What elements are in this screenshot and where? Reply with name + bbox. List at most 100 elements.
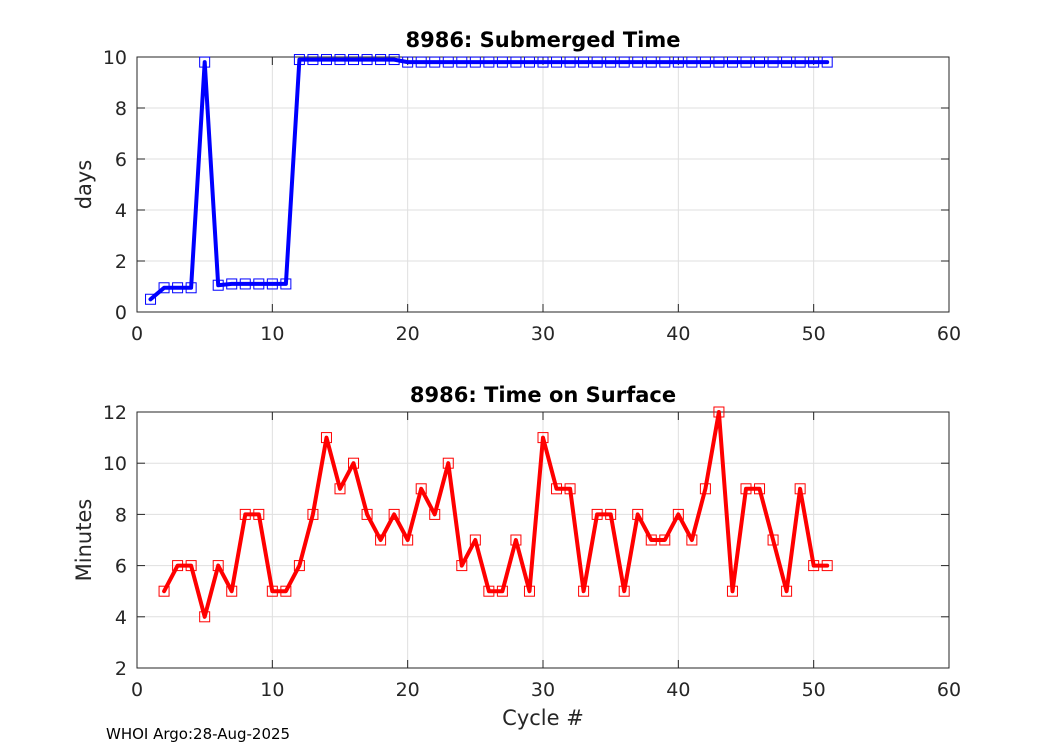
submerged-data-point	[226, 278, 238, 290]
surface-data-point	[334, 483, 346, 495]
surface-data-point	[348, 457, 360, 469]
submerged-data-point	[645, 56, 657, 68]
submerged-data-point	[659, 56, 671, 68]
surface-data-point	[672, 508, 684, 520]
surface-data-point	[158, 585, 170, 597]
submerged-data-point	[726, 56, 738, 68]
surface-data-point	[429, 508, 441, 520]
submerged-data-point	[767, 56, 779, 68]
surface-data-point	[523, 585, 535, 597]
submerged-data-point	[185, 282, 197, 294]
submerged-data-point	[605, 56, 617, 68]
submerged-data-point	[293, 54, 305, 66]
surface-series-line	[162, 410, 830, 619]
submerged-data-point	[212, 279, 224, 291]
submerged-data-point	[740, 56, 752, 68]
surface-y-axis-label: Minutes	[72, 499, 96, 582]
submerged-data-point	[591, 56, 603, 68]
surface-data-point	[320, 432, 332, 444]
submerged-x-tick-label: 20	[396, 323, 420, 345]
surface-data-point	[726, 585, 738, 597]
surface-data-point	[483, 585, 495, 597]
submerged-y-tick-label: 8	[115, 98, 127, 120]
surface-data-point	[564, 483, 576, 495]
submerged-y-tick-label: 6	[115, 149, 127, 171]
surface-data-point	[266, 585, 278, 597]
surface-y-tick-label: 4	[115, 607, 127, 629]
surface-data-point	[591, 508, 603, 520]
submerged-data-point	[172, 282, 184, 294]
surface-data-point	[469, 534, 481, 546]
surface-chart-title: 8986: Time on Surface	[410, 383, 676, 407]
surface-data-point	[767, 534, 779, 546]
submerged-data-point	[456, 56, 468, 68]
surface-y-tick-label: 6	[115, 556, 127, 578]
surface-data-point	[239, 508, 251, 520]
surface-data-point	[510, 534, 522, 546]
surface-data-point	[551, 483, 563, 495]
surface-data-point	[794, 483, 806, 495]
surface-data-point	[537, 432, 549, 444]
surface-data-point	[713, 406, 725, 418]
surface-data-point	[375, 534, 387, 546]
surface-data-point	[253, 508, 265, 520]
submerged-data-point	[145, 293, 157, 305]
submerged-time-chart: 0 10 20 30 40 50 60 0 2 4 6 8 10 8986: Submerged Time…	[72, 28, 961, 345]
surface-data-point	[699, 483, 711, 495]
surface-x-tick-label: 50	[802, 679, 826, 701]
submerged-x-tick-label: 40	[666, 323, 690, 345]
surface-y-tick-label: 2	[115, 658, 127, 680]
submerged-y-tick-label: 10	[103, 47, 127, 69]
surface-data-point	[199, 611, 211, 623]
surface-data-point	[402, 534, 414, 546]
submerged-data-point	[632, 56, 644, 68]
submerged-data-point	[429, 56, 441, 68]
submerged-x-tick-label: 10	[260, 323, 284, 345]
submerged-x-tick-label: 50	[802, 323, 826, 345]
surface-data-point	[686, 534, 698, 546]
submerged-data-point	[713, 56, 725, 68]
submerged-data-point	[469, 56, 481, 68]
surface-data-point	[442, 457, 454, 469]
surface-data-point	[226, 585, 238, 597]
surface-data-point	[781, 585, 793, 597]
submerged-data-point	[618, 56, 630, 68]
submerged-chart-title: 8986: Submerged Time	[405, 28, 680, 52]
submerged-data-point	[523, 56, 535, 68]
submerged-data-point	[578, 56, 590, 68]
submerged-y-tick-label: 4	[115, 200, 127, 222]
submerged-data-point	[402, 56, 414, 68]
surface-y-tick-label: 8	[115, 504, 127, 526]
submerged-data-point	[821, 56, 833, 68]
submerged-data-point	[754, 56, 766, 68]
submerged-y-axis-label: days	[72, 160, 96, 210]
surface-data-point	[821, 560, 833, 572]
submerged-data-point	[266, 278, 278, 290]
surface-x-tick-label: 0	[131, 679, 143, 701]
surface-x-tick-label: 40	[666, 679, 690, 701]
submerged-data-point	[699, 56, 711, 68]
submerged-data-point	[781, 56, 793, 68]
surface-data-point	[578, 585, 590, 597]
surface-data-point	[645, 534, 657, 546]
surface-data-point	[185, 560, 197, 572]
submerged-data-point	[348, 54, 360, 66]
surface-data-point	[415, 483, 427, 495]
submerged-y-tick-label: 0	[115, 302, 127, 324]
surface-data-point	[280, 585, 292, 597]
surface-data-point	[293, 560, 305, 572]
submerged-data-point	[672, 56, 684, 68]
submerged-data-point	[334, 54, 346, 66]
surface-x-tick-label: 10	[260, 679, 284, 701]
submerged-y-tick-label: 2	[115, 251, 127, 273]
surface-data-point	[740, 483, 752, 495]
surface-data-point	[388, 508, 400, 520]
submerged-data-point	[537, 56, 549, 68]
surface-x-tick-label: 20	[396, 679, 420, 701]
surface-data-point	[632, 508, 644, 520]
submerged-data-point	[551, 56, 563, 68]
surface-time-chart: 0 10 20 30 40 50 60 2 4 6 8 10 12 8986: Time on Surfa…	[72, 383, 961, 730]
surface-data-point	[605, 508, 617, 520]
submerged-data-point	[415, 56, 427, 68]
